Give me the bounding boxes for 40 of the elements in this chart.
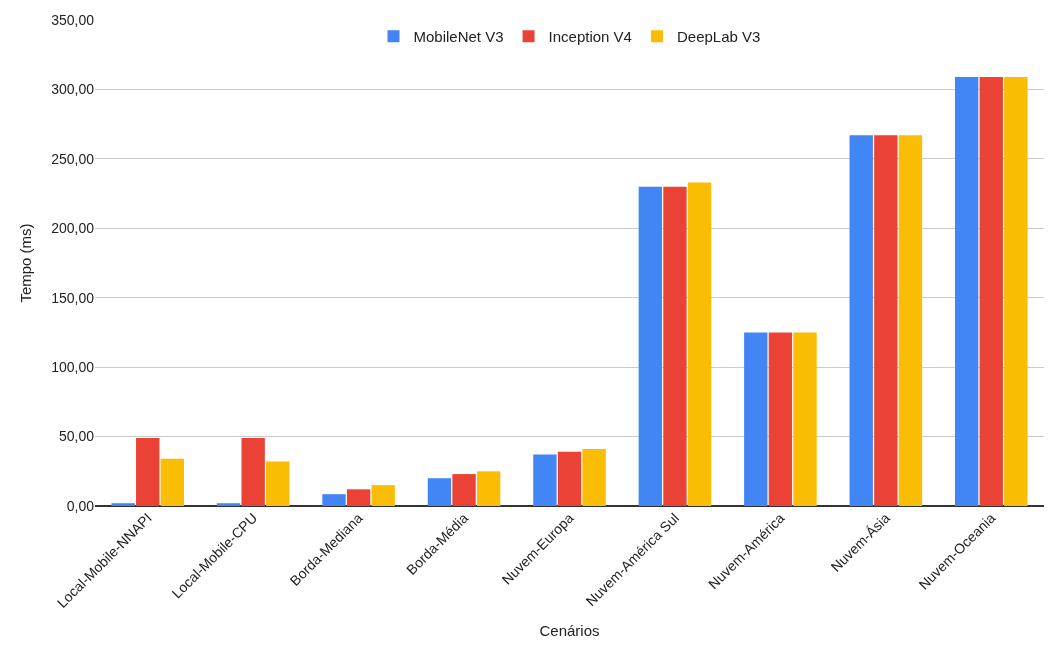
bar	[452, 474, 476, 506]
bar	[160, 458, 185, 506]
y-tick-label: 250,00	[51, 150, 95, 167]
bar	[663, 186, 687, 506]
bar	[346, 489, 371, 506]
bar	[874, 135, 898, 506]
legend-label: MobileNet V3	[413, 28, 504, 46]
bar	[898, 135, 923, 506]
bar	[427, 478, 452, 506]
bar	[136, 437, 160, 506]
bar	[266, 461, 290, 506]
bar	[687, 182, 712, 506]
bar	[744, 332, 768, 506]
y-tick-label: 300,00	[51, 81, 95, 98]
y-tick-label: 0,00	[66, 497, 95, 514]
bar	[1004, 76, 1028, 506]
bar	[793, 332, 817, 506]
y-tick-label: 200,00	[51, 220, 95, 237]
y-tick-label: 100,00	[51, 359, 95, 376]
legend-label: Inception V4	[548, 28, 632, 46]
bar	[241, 437, 265, 506]
bar	[533, 454, 557, 506]
x-axis-title: Cenários	[539, 621, 600, 639]
bar	[849, 135, 873, 506]
bar	[557, 451, 582, 506]
bar	[638, 186, 663, 506]
bar	[768, 332, 793, 506]
bar	[954, 76, 979, 506]
y-tick-label: 350,00	[51, 11, 95, 28]
y-tick-label: 150,00	[51, 289, 95, 306]
bar	[371, 485, 395, 506]
bar	[476, 471, 501, 506]
bar	[111, 503, 135, 506]
bar	[216, 503, 241, 506]
legend-label: DeepLab V3	[676, 28, 761, 46]
bar	[582, 449, 606, 506]
y-axis-title: Tempo (ms)	[17, 223, 35, 303]
y-tick-label: 50,00	[58, 428, 95, 445]
bar	[979, 76, 1003, 506]
bar	[322, 494, 346, 506]
